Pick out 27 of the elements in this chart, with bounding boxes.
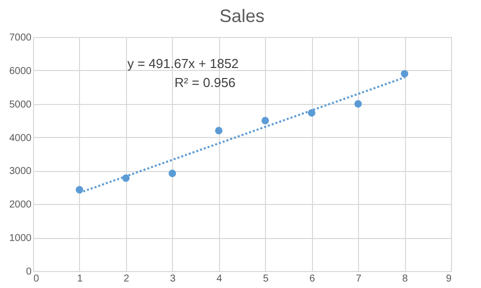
x-tick-label: 0 <box>34 274 40 284</box>
point <box>400 70 408 78</box>
y-tick-label: 1000 <box>9 233 32 244</box>
x-tick-label: 8 <box>402 274 408 284</box>
x-tick-label: 4 <box>216 274 222 284</box>
y-tick-label: 2000 <box>9 200 32 211</box>
y-tick-label: 6000 <box>9 66 32 77</box>
x-tick-label: 7 <box>356 274 362 284</box>
annotation: R² = 0.956 <box>174 75 236 90</box>
x-tick-label: 3 <box>170 274 176 284</box>
chart-title: Sales <box>219 6 265 26</box>
x-tick-label: 6 <box>309 274 316 284</box>
point <box>168 170 176 178</box>
y-tick-label: 5000 <box>9 99 32 110</box>
x-tick-label: 9 <box>446 274 452 284</box>
y-tick-label: 7000 <box>9 32 32 44</box>
point <box>262 116 269 124</box>
y-tick-label: 4000 <box>9 132 32 144</box>
x-tick-label: 2 <box>124 274 130 284</box>
point <box>354 100 362 108</box>
point <box>76 186 84 194</box>
point <box>215 126 222 134</box>
y-tick-label: 3000 <box>9 166 32 178</box>
x-tick-label: 1 <box>77 274 84 284</box>
annotation: y = 491.67x + 1852 <box>127 56 239 71</box>
y-tick-label: 0 <box>26 266 32 278</box>
x-tick-label: 5 <box>262 274 269 284</box>
